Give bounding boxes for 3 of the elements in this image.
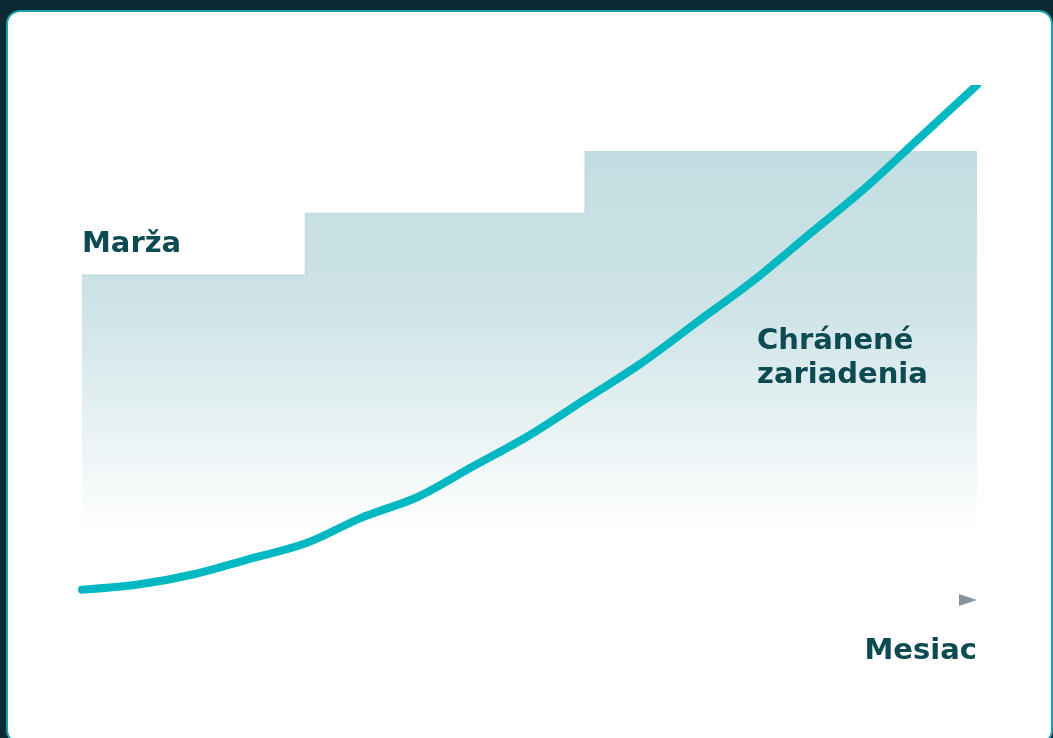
series-label: Chránené zariadenia	[757, 322, 929, 390]
series-label: Marža	[82, 225, 182, 259]
x-axis-title: Mesiac	[864, 632, 977, 666]
